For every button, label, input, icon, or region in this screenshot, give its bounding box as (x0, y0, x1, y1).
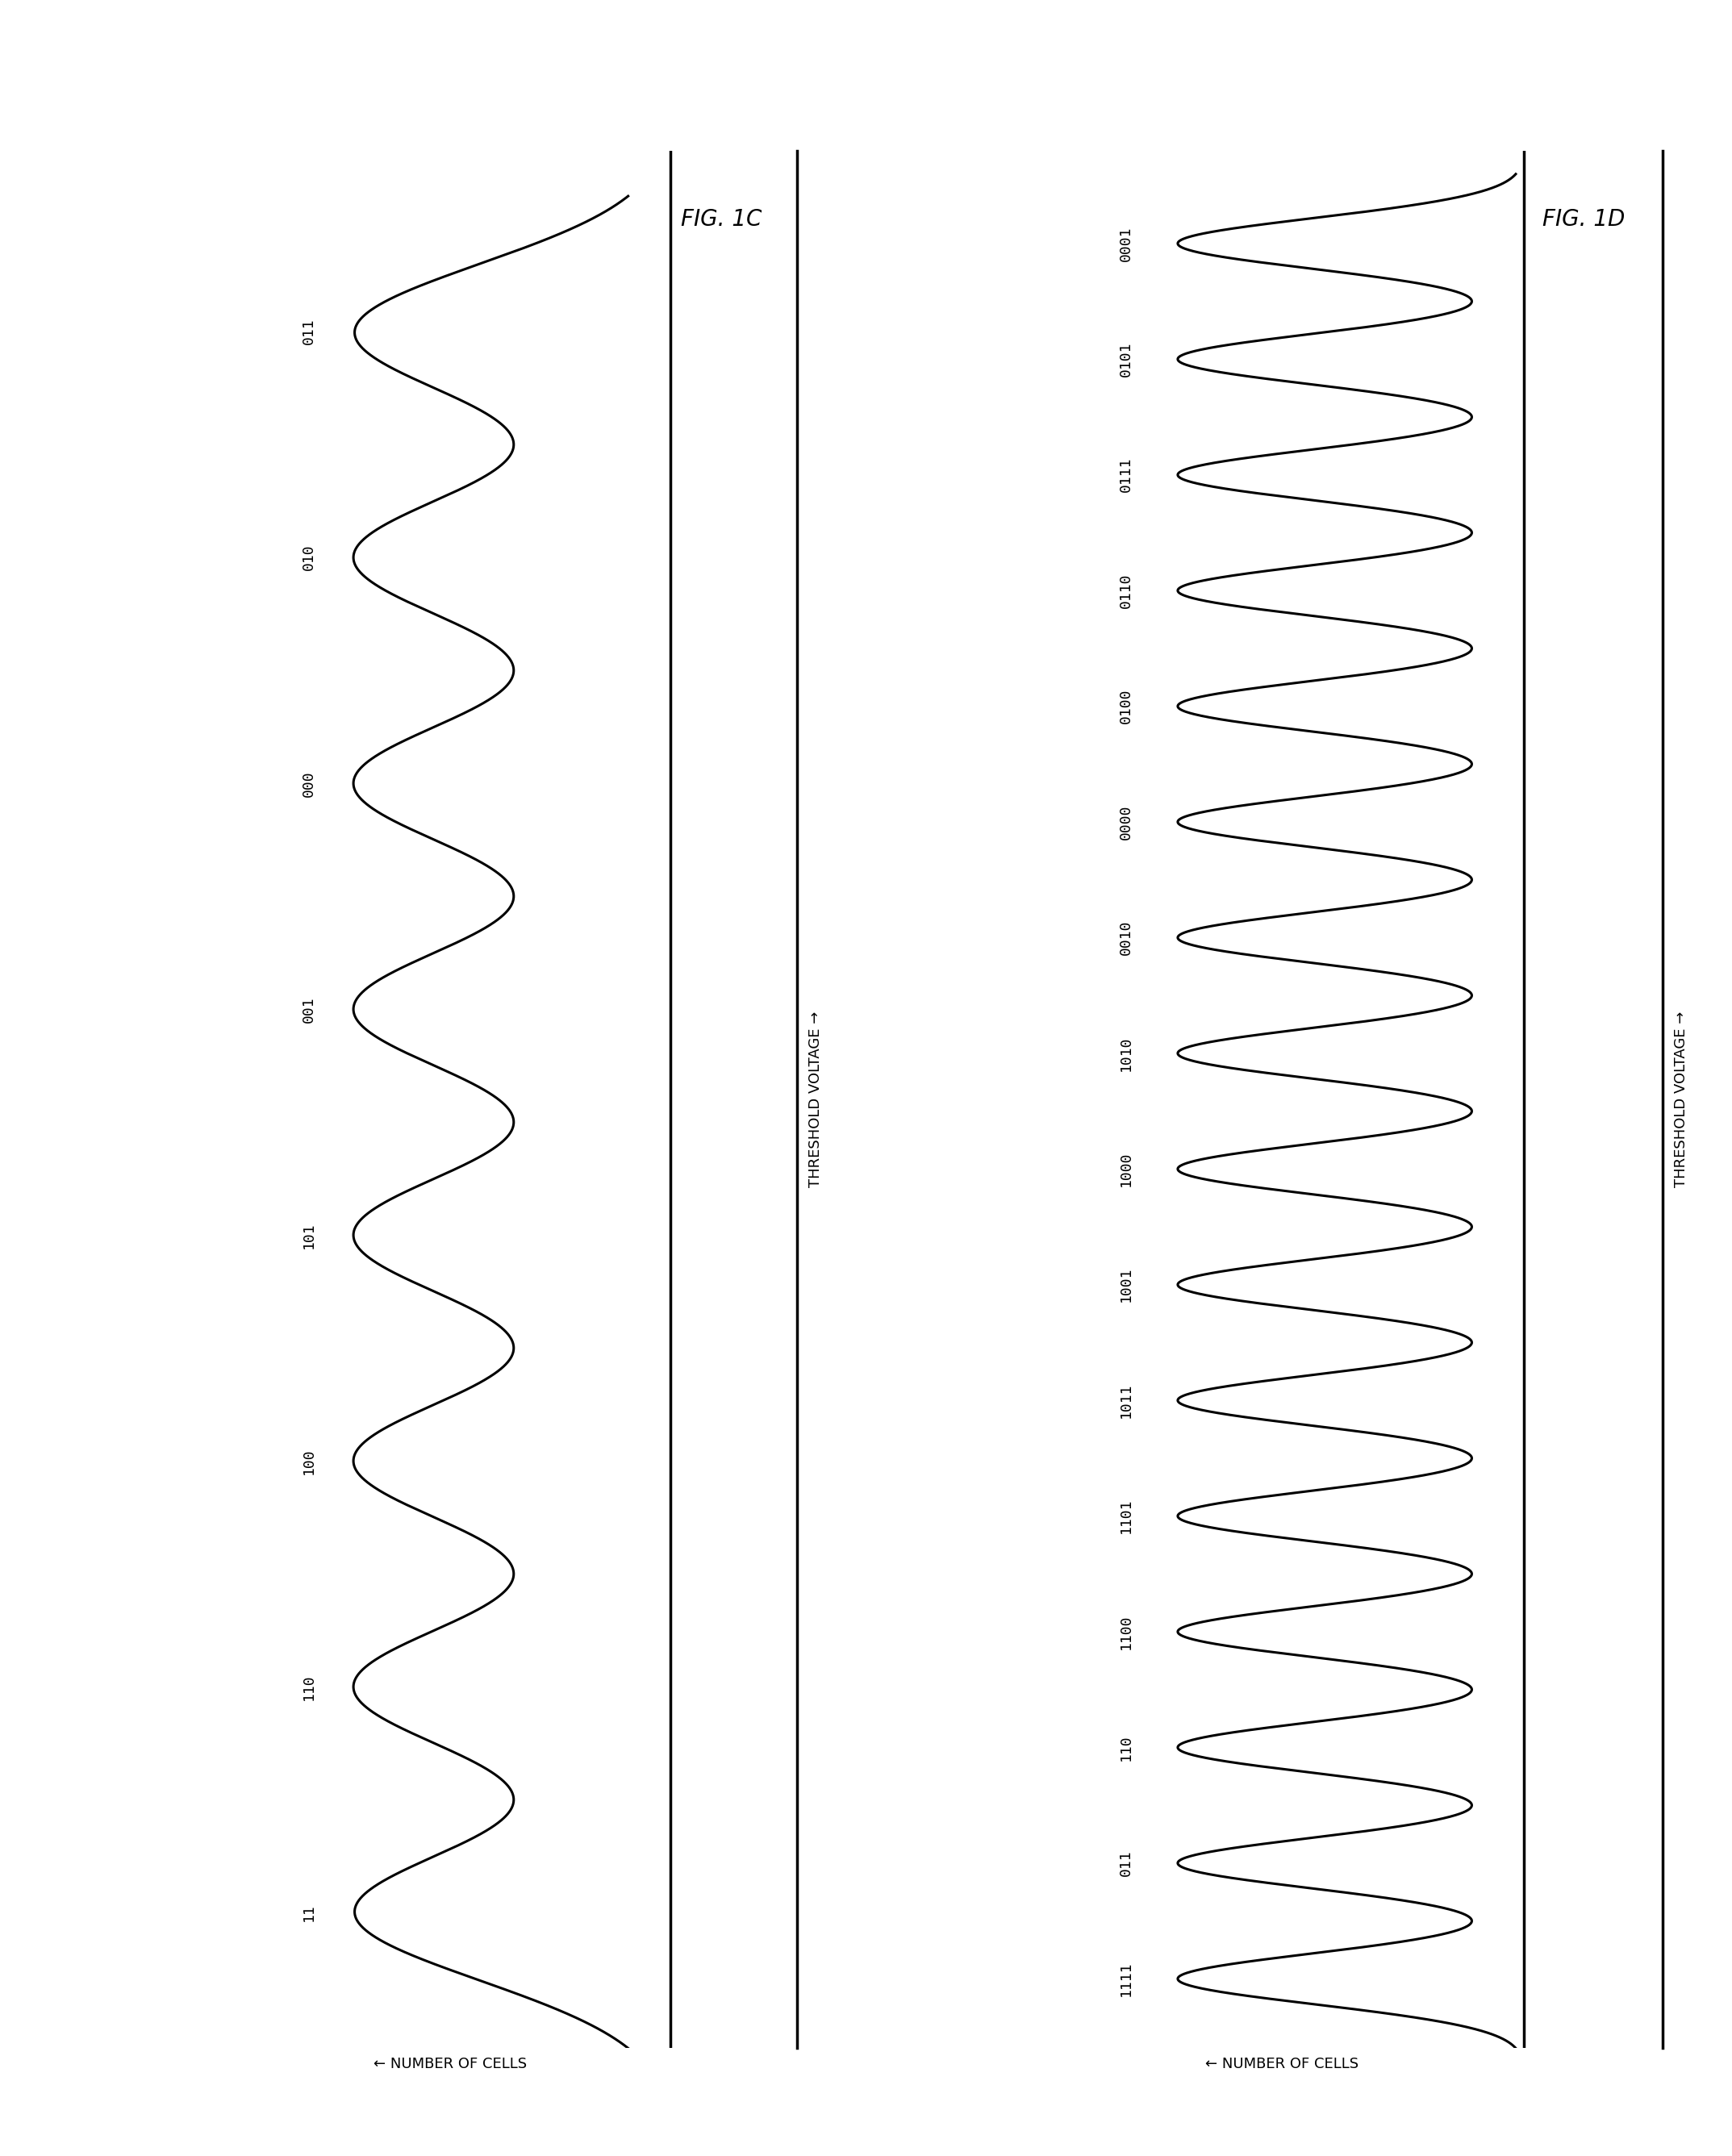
Text: 0100: 0100 (1119, 688, 1133, 724)
Text: 110: 110 (1119, 1733, 1133, 1761)
Text: 1101: 1101 (1119, 1498, 1133, 1533)
Text: 011: 011 (301, 319, 315, 345)
Text: FIG. 1C: FIG. 1C (681, 207, 762, 231)
Text: 11: 11 (301, 1904, 315, 1921)
Text: 1100: 1100 (1119, 1615, 1133, 1649)
X-axis label: ← NUMBER OF CELLS: ← NUMBER OF CELLS (374, 2057, 527, 2072)
Text: 1001: 1001 (1119, 1268, 1133, 1302)
Y-axis label: THRESHOLD VOLTAGE →: THRESHOLD VOLTAGE → (807, 1011, 823, 1188)
Text: 1011: 1011 (1119, 1382, 1133, 1419)
Text: 011: 011 (1119, 1850, 1133, 1876)
Y-axis label: THRESHOLD VOLTAGE →: THRESHOLD VOLTAGE → (1673, 1011, 1689, 1188)
Text: 0010: 0010 (1119, 921, 1133, 955)
Text: 101: 101 (301, 1222, 315, 1248)
Text: 1111: 1111 (1119, 1962, 1133, 1996)
Text: 1000: 1000 (1119, 1151, 1133, 1186)
Text: 0101: 0101 (1119, 341, 1133, 377)
Text: 0001: 0001 (1119, 226, 1133, 261)
Text: FIG. 1D: FIG. 1D (1541, 207, 1625, 231)
X-axis label: ← NUMBER OF CELLS: ← NUMBER OF CELLS (1205, 2057, 1358, 2072)
Text: 0111: 0111 (1119, 457, 1133, 492)
Text: 1010: 1010 (1119, 1035, 1133, 1072)
Text: 0110: 0110 (1119, 573, 1133, 608)
Text: 110: 110 (301, 1673, 315, 1699)
Text: 010: 010 (301, 543, 315, 571)
Text: 0000: 0000 (1119, 804, 1133, 839)
Text: 000: 000 (301, 770, 315, 796)
Text: 001: 001 (301, 996, 315, 1022)
Text: 100: 100 (301, 1449, 315, 1475)
